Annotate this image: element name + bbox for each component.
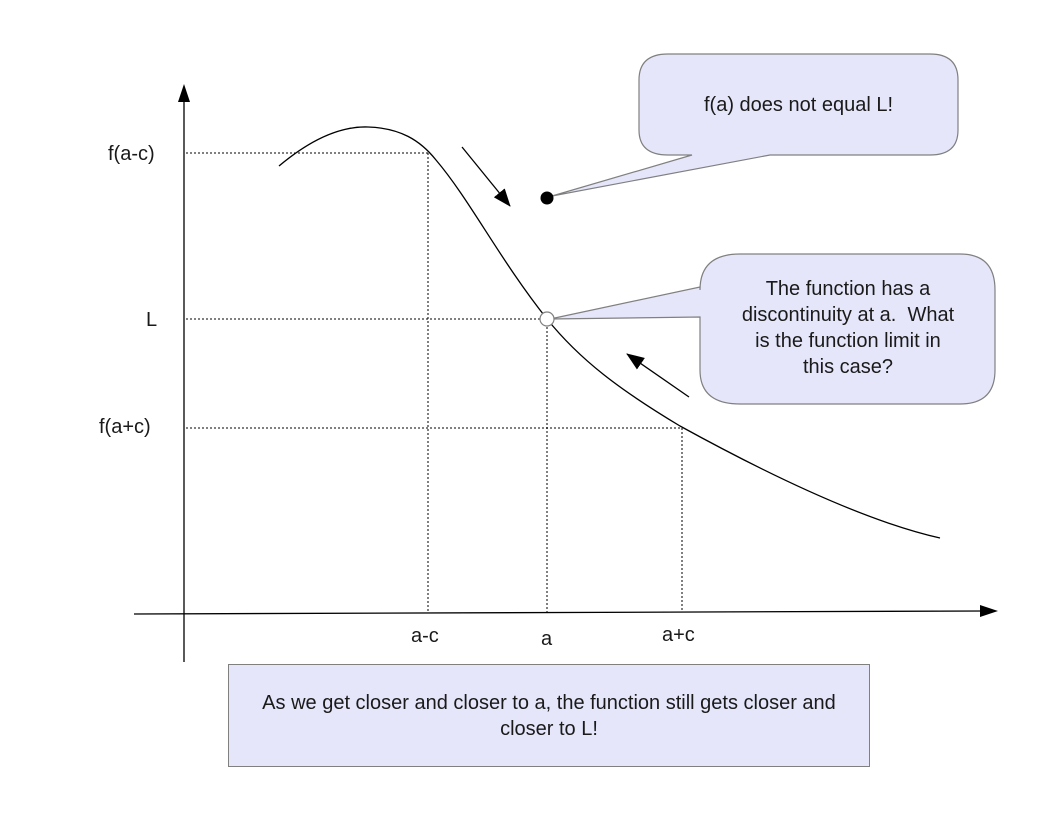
y-axis-arrow-icon [178, 84, 190, 102]
filled-point-f-of-a [540, 191, 554, 205]
open-point-hole [539, 311, 555, 327]
callout-middle-line-4: this case? [802, 356, 894, 378]
guide-lines [186, 152, 683, 612]
function-curve [278, 126, 941, 539]
callout-top-bubble [551, 53, 959, 197]
x-axis-arrow-icon [980, 605, 998, 617]
approach-from-left-arrow-icon [461, 146, 511, 207]
callout-middle-line-2: discontinuity at a. What [741, 304, 955, 326]
x-label-a-plus-c: a+c [662, 624, 695, 646]
approach-from-right-arrow-icon [626, 353, 690, 398]
callout-top-text: f(a) does not equal L! [703, 94, 893, 116]
y-label-f-a-plus-c: f(a+c) [99, 416, 151, 438]
y-axis [178, 84, 190, 662]
callout-middle-line-1: The function has a [765, 278, 931, 300]
x-label-a-minus-c: a-c [411, 625, 439, 647]
callout-middle-line-3: is the function limit in [755, 330, 941, 352]
callout-middle-text: The function has a discontinuity at a. W… [702, 276, 994, 380]
caption-text: As we get closer and closer to a, the fu… [262, 691, 836, 740]
x-axis [133, 605, 998, 617]
x-label-a: a [541, 628, 553, 650]
y-label-L: L [146, 309, 158, 331]
callout-middle-bubble [549, 253, 996, 405]
caption-box: As we get closer and closer to a, the fu… [228, 664, 870, 767]
y-label-f-a-minus-c: f(a-c) [108, 143, 155, 165]
